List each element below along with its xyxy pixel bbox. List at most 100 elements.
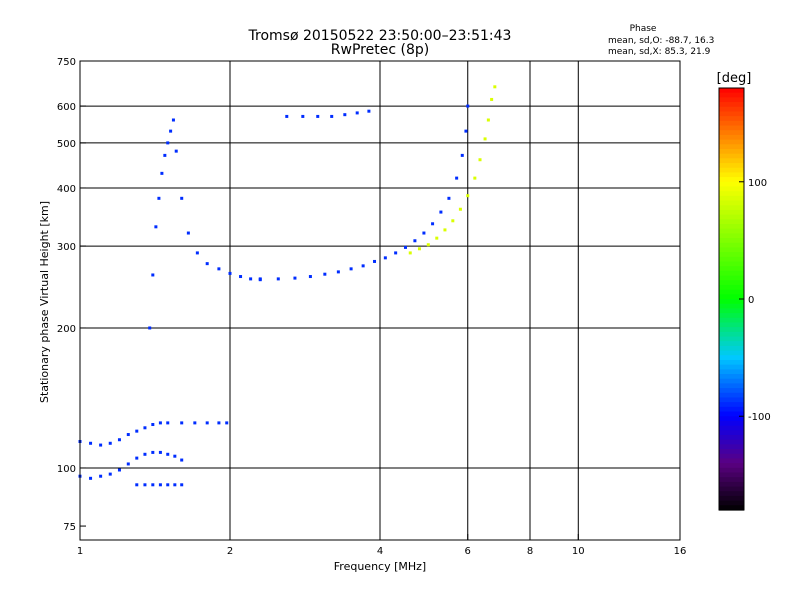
data-point [493, 85, 497, 89]
x-tick-label: 16 [674, 546, 687, 557]
data-point [431, 222, 435, 226]
colorbar-swatch [719, 444, 744, 450]
data-point [258, 277, 262, 281]
phase-stats-x: mean, sd,X: 85.3, 21.9 [608, 47, 711, 57]
y-tick-label: 400 [57, 184, 76, 195]
x-tick-label: 8 [527, 546, 533, 557]
data-point [466, 104, 470, 108]
data-point [180, 196, 184, 200]
phase-colorbar: 100 0 -100 [718, 87, 771, 511]
colorbar-swatch [719, 463, 744, 469]
colorbar-swatch [719, 425, 744, 431]
colorbar-swatch [719, 327, 744, 333]
data-point [180, 421, 184, 425]
colorbar-swatch [719, 350, 744, 356]
colorbar-swatch [719, 289, 744, 295]
colorbar-swatch [719, 205, 744, 211]
y-tick-label: 750 [57, 57, 76, 68]
chart-title: Tromsø 20150522 23:50:00–23:51:43 [248, 28, 512, 44]
data-point [478, 158, 482, 162]
data-point [367, 109, 371, 113]
colorbar-swatch [719, 430, 744, 436]
colorbar-swatch [719, 294, 744, 300]
x-tick-label: 6 [465, 546, 471, 557]
data-point [89, 476, 93, 480]
colorbar-swatch [719, 486, 744, 492]
colorbar-swatch [719, 449, 744, 455]
colorbar-swatch [719, 242, 744, 249]
data-point [464, 129, 468, 133]
data-point [373, 259, 377, 263]
colorbar-swatch [719, 214, 744, 220]
data-point [408, 251, 412, 255]
colorbar-swatch [719, 120, 744, 127]
data-point [154, 225, 158, 229]
data-point [186, 231, 190, 235]
colorbar-swatch [719, 275, 744, 281]
data-point [151, 273, 155, 277]
colorbar-swatch [719, 280, 744, 286]
colorbar-swatch [719, 322, 744, 328]
colorbar-swatch [719, 392, 744, 399]
data-point [249, 277, 253, 281]
colorbar-swatch [719, 256, 744, 263]
chart-subtitle: RwPretec (8p) [331, 42, 429, 58]
colorbar-swatch [719, 336, 744, 342]
colorbar-swatch [719, 219, 744, 225]
colorbar-swatch [719, 416, 744, 422]
y-tick-label: 500 [57, 139, 76, 150]
colorbar-tick-label: 0 [748, 295, 754, 306]
colorbar-swatch [719, 317, 744, 324]
data-point [143, 426, 147, 430]
data-point [330, 114, 334, 118]
data-point [228, 271, 232, 275]
data-point [355, 111, 359, 115]
colorbar-swatch [719, 247, 744, 253]
colorbar-swatch [719, 163, 744, 169]
colorbar-swatch [719, 97, 744, 103]
y-tick-label: 300 [57, 242, 76, 253]
data-point [126, 433, 130, 437]
colorbar-swatch [719, 406, 744, 413]
x-tick-label: 2 [227, 546, 233, 557]
data-point [166, 141, 170, 145]
x-tick-label: 10 [572, 546, 585, 557]
data-point [458, 207, 462, 211]
phase-stats-o: mean, sd,O: -88.7, 16.3 [608, 36, 714, 46]
colorbar-swatch [719, 238, 744, 244]
y-tick-label: 100 [57, 464, 76, 475]
data-point [460, 153, 464, 157]
data-point [171, 118, 175, 122]
colorbar-swatch [719, 223, 744, 230]
data-point [158, 421, 162, 425]
colorbar-swatch [719, 134, 744, 141]
data-point [126, 462, 130, 466]
data-point [426, 243, 430, 247]
data-point [166, 483, 170, 487]
data-point [180, 483, 184, 487]
data-point [151, 483, 155, 487]
colorbar-swatch [719, 331, 744, 338]
colorbar-swatch [719, 181, 744, 188]
colorbar-swatch [719, 153, 744, 159]
colorbar-swatch [719, 148, 744, 155]
data-point [276, 277, 280, 281]
data-point [135, 456, 139, 460]
data-point [447, 196, 451, 200]
colorbar-swatch [719, 195, 744, 202]
data-point [293, 276, 297, 280]
data-point [490, 97, 494, 101]
data-point [195, 251, 199, 255]
data-point [336, 270, 340, 274]
data-point [285, 114, 289, 118]
data-point [439, 210, 443, 214]
data-point [151, 450, 155, 454]
colorbar-swatch [719, 130, 744, 136]
colorbar-swatch [719, 500, 744, 506]
y-tick-label: 200 [57, 324, 76, 335]
colorbar-swatch [719, 345, 744, 352]
phase-stats-header: Phase [630, 24, 657, 34]
data-point [173, 483, 177, 487]
data-point [108, 441, 112, 445]
